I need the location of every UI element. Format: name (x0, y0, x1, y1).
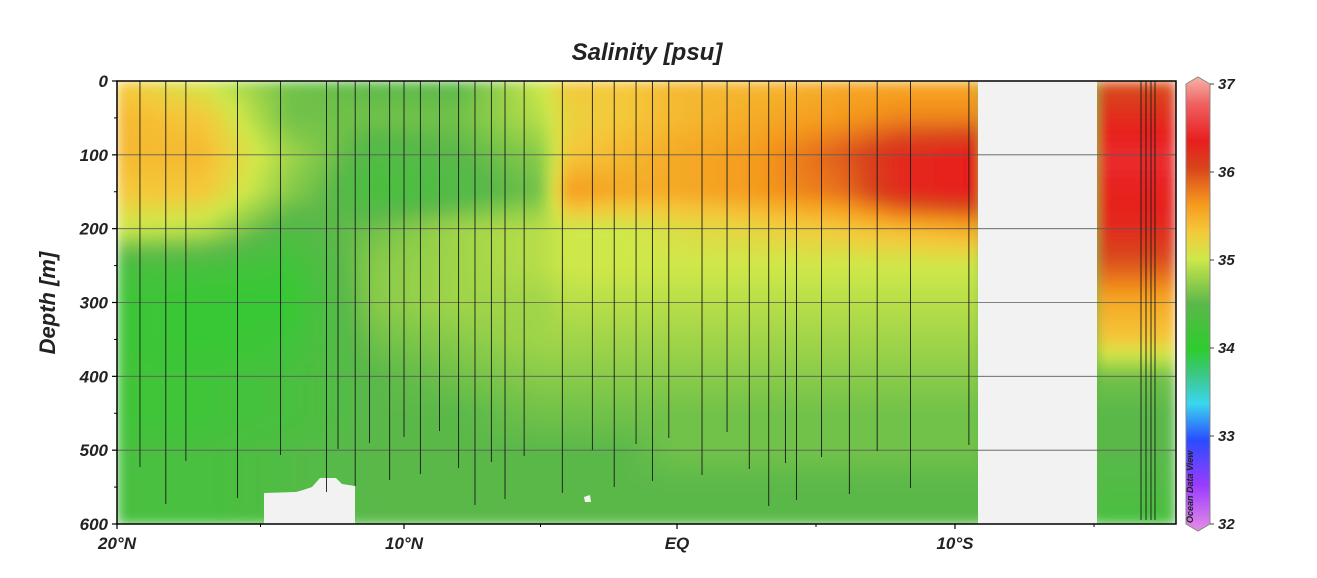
colorbar-tick-label: 36 (1218, 164, 1235, 181)
ocean-data-view-watermark: Ocean Data View (1185, 450, 1195, 523)
y-tick-label: 400 (79, 367, 109, 386)
x-tick-label: 10°S (936, 534, 974, 553)
y-tick-label: 100 (80, 146, 109, 165)
colorbar-tick-label: 33 (1218, 428, 1235, 445)
colorbar: 37 36 35 34 33 32 Ocean Data View (1185, 76, 1235, 533)
y-tick-label: 600 (80, 515, 109, 534)
y-tick-label: 300 (80, 294, 109, 313)
y-tick-label: 200 (79, 220, 109, 239)
y-axis-ticks: 0 100 200 300 400 500 600 (79, 72, 117, 534)
y-axis-label: Depth [m] (35, 251, 60, 354)
x-tick-label: EQ (665, 534, 690, 553)
colorbar-tick-label: 34 (1218, 340, 1235, 357)
station-lines (116, 81, 1156, 520)
colorbar-tick-label: 35 (1218, 252, 1235, 269)
colorbar-tick-label: 37 (1218, 76, 1235, 93)
chart-title: Salinity [psu] (572, 39, 724, 66)
x-tick-label: 20°N (97, 534, 137, 553)
grid (117, 154, 1176, 451)
x-axis-ticks: 20°N 10°N EQ 10°S (97, 524, 1095, 553)
y-tick-label: 500 (80, 441, 109, 460)
colorbar-tick-label: 32 (1218, 516, 1235, 533)
y-tick-label: 0 (99, 72, 109, 91)
x-tick-label: 10°N (385, 534, 424, 553)
